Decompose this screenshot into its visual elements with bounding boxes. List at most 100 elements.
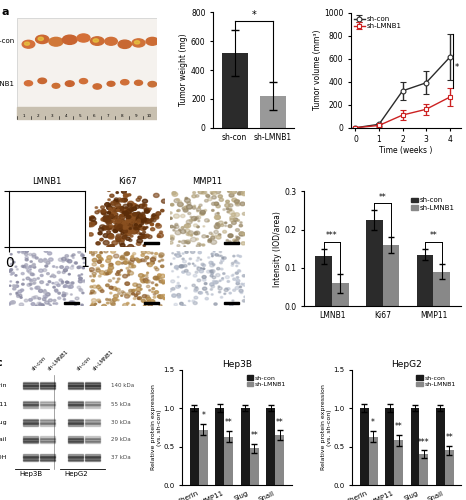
Bar [68, 401, 83, 402]
Circle shape [143, 200, 148, 203]
Circle shape [212, 196, 216, 199]
Circle shape [70, 211, 73, 212]
Text: sh-con: sh-con [30, 356, 47, 372]
Circle shape [73, 204, 75, 206]
Circle shape [78, 280, 82, 283]
Circle shape [107, 235, 110, 238]
Circle shape [202, 244, 205, 246]
Bar [436, 408, 445, 485]
Text: **: ** [395, 422, 403, 431]
Bar [40, 423, 55, 424]
Circle shape [128, 202, 134, 205]
Circle shape [167, 216, 172, 220]
Circle shape [234, 261, 236, 262]
Circle shape [218, 221, 223, 224]
Circle shape [174, 226, 176, 228]
Circle shape [191, 216, 197, 220]
Circle shape [39, 259, 43, 262]
Circle shape [175, 254, 177, 256]
Circle shape [151, 258, 156, 262]
Circle shape [137, 260, 140, 262]
Circle shape [134, 216, 136, 217]
Circle shape [239, 290, 243, 292]
Circle shape [110, 194, 114, 198]
Circle shape [152, 288, 155, 290]
Bar [68, 402, 83, 404]
Circle shape [236, 237, 240, 240]
Circle shape [68, 220, 73, 223]
Circle shape [30, 288, 33, 290]
Circle shape [148, 263, 152, 266]
Circle shape [45, 265, 48, 267]
Circle shape [240, 202, 245, 205]
Circle shape [129, 230, 134, 234]
Circle shape [106, 221, 110, 224]
Circle shape [115, 201, 118, 203]
Circle shape [8, 270, 11, 272]
Circle shape [43, 198, 48, 202]
Circle shape [67, 302, 69, 304]
Circle shape [211, 285, 215, 288]
Circle shape [35, 286, 38, 289]
Circle shape [125, 229, 128, 231]
Circle shape [34, 203, 37, 205]
Circle shape [126, 268, 129, 270]
Circle shape [10, 258, 13, 260]
Circle shape [184, 240, 187, 243]
Circle shape [126, 302, 129, 304]
Circle shape [206, 292, 208, 293]
Circle shape [216, 204, 220, 208]
Bar [23, 382, 38, 383]
Circle shape [37, 302, 41, 305]
Bar [250, 448, 259, 485]
Circle shape [188, 263, 190, 264]
Circle shape [93, 292, 96, 294]
Circle shape [32, 296, 35, 299]
Circle shape [234, 212, 240, 216]
Circle shape [218, 234, 221, 236]
Circle shape [132, 216, 134, 218]
Circle shape [218, 225, 220, 227]
Legend: sh-con, sh-LMNB1: sh-con, sh-LMNB1 [408, 194, 458, 214]
Circle shape [238, 270, 240, 272]
Circle shape [98, 275, 101, 277]
Circle shape [223, 208, 225, 210]
Circle shape [144, 218, 148, 222]
Circle shape [220, 224, 224, 226]
Circle shape [19, 237, 21, 238]
Circle shape [121, 223, 126, 226]
Circle shape [109, 299, 111, 301]
Circle shape [62, 294, 66, 297]
Circle shape [83, 186, 88, 189]
Circle shape [116, 216, 120, 220]
Circle shape [48, 304, 50, 305]
Circle shape [29, 283, 32, 286]
Circle shape [139, 215, 145, 220]
Circle shape [226, 240, 228, 242]
Circle shape [212, 202, 216, 205]
Circle shape [109, 266, 114, 270]
Circle shape [44, 258, 46, 260]
Bar [241, 408, 250, 485]
Circle shape [23, 204, 25, 206]
Circle shape [130, 218, 133, 220]
Circle shape [159, 304, 162, 306]
Circle shape [145, 295, 150, 298]
Circle shape [109, 208, 112, 210]
Bar [68, 424, 83, 426]
Circle shape [120, 219, 124, 222]
Circle shape [172, 217, 178, 220]
Circle shape [171, 280, 175, 283]
Circle shape [43, 220, 48, 224]
Circle shape [77, 232, 80, 234]
Circle shape [132, 204, 137, 208]
Circle shape [161, 294, 166, 298]
Circle shape [123, 226, 128, 230]
Circle shape [123, 226, 127, 230]
Y-axis label: Tumor weight (mg): Tumor weight (mg) [179, 34, 188, 106]
Circle shape [30, 269, 31, 270]
Circle shape [186, 204, 192, 209]
Circle shape [146, 276, 148, 278]
Circle shape [171, 204, 173, 206]
Circle shape [14, 237, 19, 240]
